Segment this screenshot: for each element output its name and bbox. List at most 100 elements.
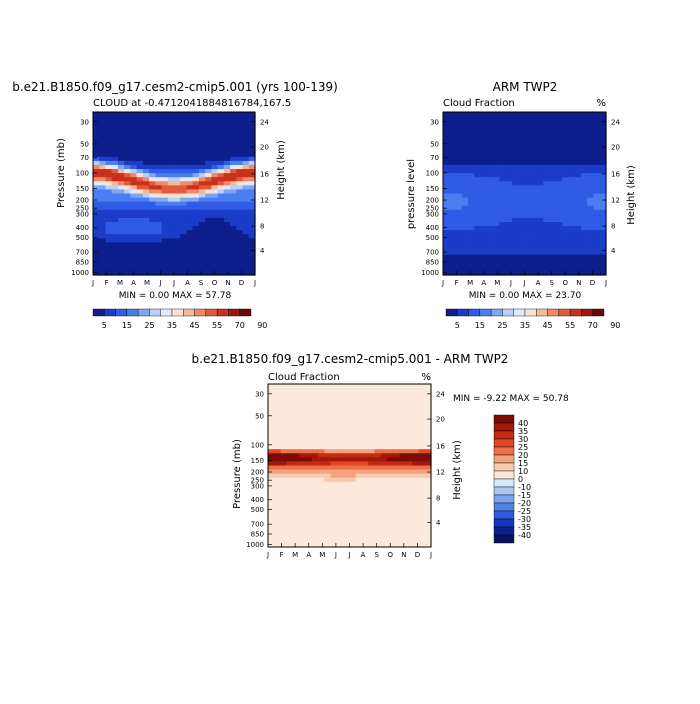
heatmap-cell — [186, 116, 194, 121]
heatmap-cell — [368, 477, 376, 483]
heatmap-cell — [343, 428, 351, 434]
heatmap-cell — [343, 384, 351, 389]
heatmap-cell — [499, 197, 507, 203]
heatmap-cell — [217, 213, 225, 219]
heatmap-cell — [362, 461, 369, 467]
heatmap-cell — [399, 494, 407, 499]
heatmap-cell — [587, 136, 595, 142]
heatmap-cell — [568, 242, 576, 248]
heatmap-cell — [443, 258, 450, 264]
heatmap-cell — [223, 213, 231, 219]
heatmap-cell — [167, 140, 175, 146]
heatmap-cell — [524, 120, 532, 125]
heatmap-cell — [368, 498, 376, 503]
heatmap-cell — [461, 246, 469, 252]
heatmap-cell — [217, 254, 225, 260]
heatmap-cell — [349, 469, 357, 475]
heatmap-cell — [223, 234, 231, 239]
heatmap-cell — [368, 404, 376, 410]
heatmap-cell — [324, 396, 332, 401]
heatmap-cell — [543, 152, 551, 158]
heatmap-cell — [242, 270, 250, 276]
heatmap-cell — [124, 230, 131, 235]
heatmap-cell — [574, 140, 582, 146]
heatmap-cell — [274, 538, 282, 544]
heatmap-cell — [230, 152, 237, 158]
heatmap-cell — [568, 226, 576, 231]
heatmap-cell — [242, 213, 250, 219]
heatmap-cell — [443, 238, 450, 243]
heatmap-cell — [180, 226, 188, 231]
heatmap-cell — [355, 534, 363, 540]
heatmap-cell — [443, 201, 450, 207]
heatmap-cell — [223, 144, 231, 150]
x-tick-label: J — [334, 551, 337, 559]
heatmap-cell — [362, 485, 369, 491]
heatmap-cell — [468, 205, 475, 211]
heatmap-cell — [480, 226, 488, 231]
heatmap-cell — [217, 234, 225, 239]
heatmap-cell — [568, 169, 576, 174]
heatmap-cell — [192, 222, 200, 227]
heatmap-cell — [318, 457, 326, 463]
heatmap-cell — [305, 461, 313, 467]
heatmap-cell — [161, 173, 169, 178]
heatmap-cell — [574, 128, 582, 133]
heatmap-cell — [248, 173, 256, 178]
heatmap-cell — [161, 116, 169, 121]
heatmap-cell — [505, 185, 513, 191]
heatmap-cell — [562, 189, 569, 195]
heatmap-cell — [587, 213, 595, 219]
heatmap-cell — [530, 132, 538, 138]
heatmap-cell — [412, 404, 420, 410]
heatmap-cell — [461, 234, 469, 239]
heatmap-cell — [537, 246, 544, 252]
heatmap-cell — [223, 270, 231, 276]
heatmap-cell — [223, 242, 231, 248]
heatmap-cell — [318, 408, 326, 414]
heatmap-cell — [242, 140, 250, 146]
heatmap-cell — [111, 128, 119, 133]
heatmap-cell — [474, 189, 482, 195]
heatmap-cell — [480, 205, 488, 211]
heatmap-cell — [549, 254, 557, 260]
heatmap-cell — [192, 246, 200, 252]
heatmap-cell — [186, 246, 194, 252]
heatmap-cell — [280, 449, 288, 454]
heatmap-cell — [405, 510, 413, 515]
heatmap-cell — [161, 177, 169, 182]
heatmap-cell — [474, 213, 482, 219]
heatmap-cell — [355, 424, 363, 430]
heatmap-cell — [174, 254, 181, 260]
heatmap-cell — [142, 169, 150, 174]
heatmap-cell — [330, 412, 338, 418]
heatmap-cell — [374, 502, 382, 507]
heatmap-cell — [136, 189, 144, 195]
heatmap-cell — [461, 201, 469, 207]
heatmap-cell — [593, 222, 601, 227]
heatmap-cell — [468, 246, 475, 252]
heatmap-cell — [387, 494, 394, 499]
heatmap-cell — [543, 262, 551, 268]
heatmap-cell — [480, 181, 488, 186]
heatmap-cell — [493, 185, 501, 191]
heatmap-cell — [468, 185, 475, 191]
colorbar-swatch — [493, 478, 515, 488]
heatmap-cell — [549, 230, 557, 235]
heatmap-cell — [424, 542, 432, 548]
heatmap-cell — [274, 400, 282, 405]
heatmap-cell — [205, 128, 212, 133]
heatmap-cell — [349, 465, 357, 471]
heatmap-cell — [355, 502, 363, 507]
heatmap-cell — [99, 234, 107, 239]
heatmap-cell — [412, 436, 420, 442]
heatmap-cell — [399, 404, 407, 410]
heatmap-cell — [461, 254, 469, 260]
x-tick-label: J — [347, 551, 350, 559]
heatmap-cell — [93, 258, 100, 264]
heatmap-cell — [293, 436, 300, 442]
heatmap-cell — [142, 148, 150, 154]
heatmap-cell — [117, 189, 125, 195]
heatmap-cell — [105, 185, 113, 191]
heatmap-cell — [574, 230, 582, 235]
